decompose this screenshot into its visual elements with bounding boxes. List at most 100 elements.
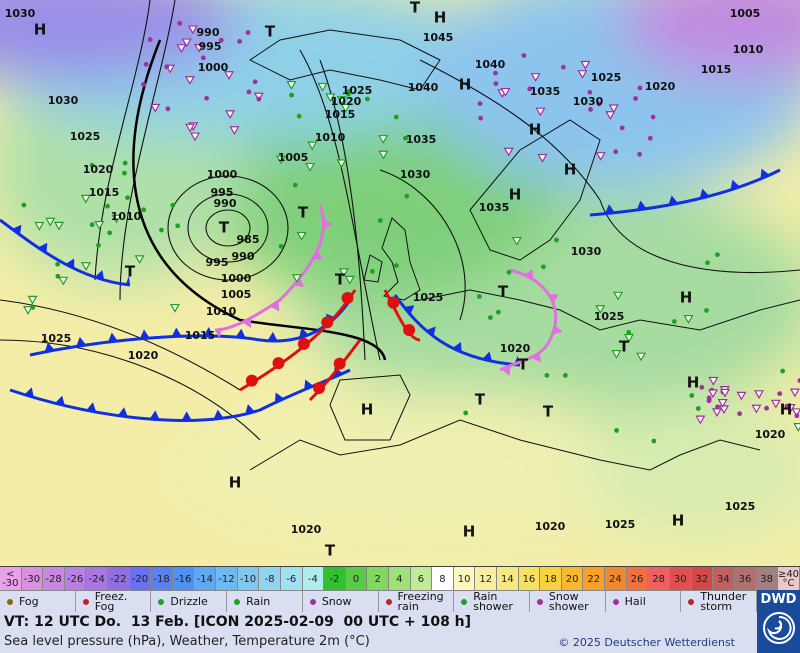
weather-shower	[753, 390, 765, 400]
weather-dot	[780, 368, 786, 374]
weather-shower	[336, 96, 347, 105]
weather-legend: Fog Freez. Fog Drizzle Rain Snow Freezing rai…	[0, 590, 758, 613]
weather-dot	[493, 70, 498, 76]
weather-dot	[403, 135, 408, 141]
front-symbol	[403, 305, 415, 315]
weather-dot	[345, 91, 351, 97]
weather-shower	[608, 104, 619, 114]
isobars-bold	[132, 39, 387, 361]
pressure-center: T	[325, 542, 336, 560]
scale-cell: 28	[648, 567, 670, 591]
isobar-label: 1030	[48, 94, 79, 107]
weather-dot	[125, 195, 130, 201]
weather-shower	[595, 305, 606, 314]
weather-dot	[699, 384, 705, 390]
isobar-label: 1025	[591, 71, 622, 84]
isobar-label: 1025	[41, 332, 72, 345]
scale-cell: -12	[216, 567, 238, 591]
front-symbol	[293, 277, 305, 288]
pressure-center: H	[564, 161, 577, 179]
scale-cell: 34	[713, 567, 735, 591]
front-symbol	[24, 387, 34, 398]
weather-shower	[511, 237, 522, 246]
scale-cell: -14	[194, 567, 217, 591]
weather-shower	[793, 423, 800, 432]
scale-cell: 24	[605, 567, 627, 591]
weather-shower	[683, 315, 694, 324]
weather-dot	[177, 20, 183, 26]
scale-cell: 4	[388, 567, 411, 591]
front-symbol	[270, 301, 280, 312]
scale-cell: -4	[302, 567, 325, 591]
warm-front	[308, 339, 362, 402]
scale-cell: 12	[475, 567, 498, 591]
weather-shower	[535, 107, 546, 117]
pressure-center: T	[518, 356, 529, 374]
isobar-label: 1020	[535, 520, 566, 533]
pressure-center: H	[459, 76, 472, 94]
weather-shower	[707, 389, 719, 399]
weather-dot	[89, 162, 95, 168]
legend-item: Freez. Fog	[76, 591, 152, 613]
legend-item: Drizzle	[151, 591, 228, 613]
pressure-center: H	[434, 9, 447, 27]
pressure-center: H	[672, 512, 685, 530]
fronts	[0, 168, 781, 422]
front-symbol	[531, 352, 541, 363]
weather-shower	[305, 162, 316, 172]
isobar-label: 1035	[406, 133, 437, 146]
front-symbol	[313, 381, 326, 394]
front-symbol	[55, 395, 65, 406]
weather-shower	[181, 38, 192, 48]
isobar-label: 1025	[70, 130, 101, 143]
isobar-label: 1020	[755, 428, 786, 441]
front-symbol	[668, 195, 679, 206]
weather-dot	[377, 218, 383, 224]
front-symbol	[699, 188, 710, 199]
pressure-center: T	[298, 204, 309, 222]
legend-icon	[382, 597, 395, 607]
weather-shower	[22, 306, 34, 315]
isobar-label: 1005	[278, 151, 309, 164]
front-symbol	[181, 411, 192, 421]
copyright: © 2025 Deutscher Wetterdienst	[558, 636, 735, 649]
scale-cell: -24	[86, 567, 109, 591]
scale-cell: 2	[367, 567, 389, 591]
weather-shower	[111, 214, 122, 224]
temperature-scale: < -30 -30 -28 -26 -24 -22 -20 -18 -16 -14 -12 -10 -8…	[0, 566, 800, 591]
pressure-center: H	[780, 401, 793, 419]
front-symbol	[604, 204, 615, 214]
scale-cell: -20	[129, 567, 152, 591]
isobar-label: 1020	[500, 342, 531, 355]
isobar-label: 1010	[111, 210, 142, 223]
pressure-center: T	[219, 219, 230, 237]
pressure-center: T	[125, 263, 136, 281]
weather-shower	[187, 25, 198, 35]
weather-dot	[404, 193, 410, 199]
weather-dot	[200, 55, 206, 61]
front-symbol	[215, 329, 222, 339]
weather-dot	[596, 101, 602, 107]
weather-shower	[791, 408, 800, 418]
weather-dot	[141, 207, 147, 213]
weather-dot	[704, 307, 709, 313]
logo-icon	[762, 612, 795, 644]
isobar-label: 985	[237, 233, 260, 246]
weather-dot	[122, 160, 128, 166]
scale-cell: 16	[518, 567, 541, 591]
scale-cell: -16	[172, 567, 195, 591]
scale-cell: -10	[237, 567, 260, 591]
cold-front	[393, 294, 521, 367]
front-symbol	[149, 410, 160, 420]
weather-dot	[164, 64, 170, 70]
weather-dot	[737, 411, 743, 417]
weather-shower	[185, 123, 196, 133]
scale-cell: 30	[669, 567, 692, 591]
front-symbol	[299, 327, 309, 338]
legend-item: Rain shower	[454, 591, 530, 613]
weather-shower	[80, 194, 91, 204]
legend-icon	[685, 597, 698, 607]
weather-shower	[189, 132, 201, 142]
pressure-center: T	[265, 23, 276, 41]
